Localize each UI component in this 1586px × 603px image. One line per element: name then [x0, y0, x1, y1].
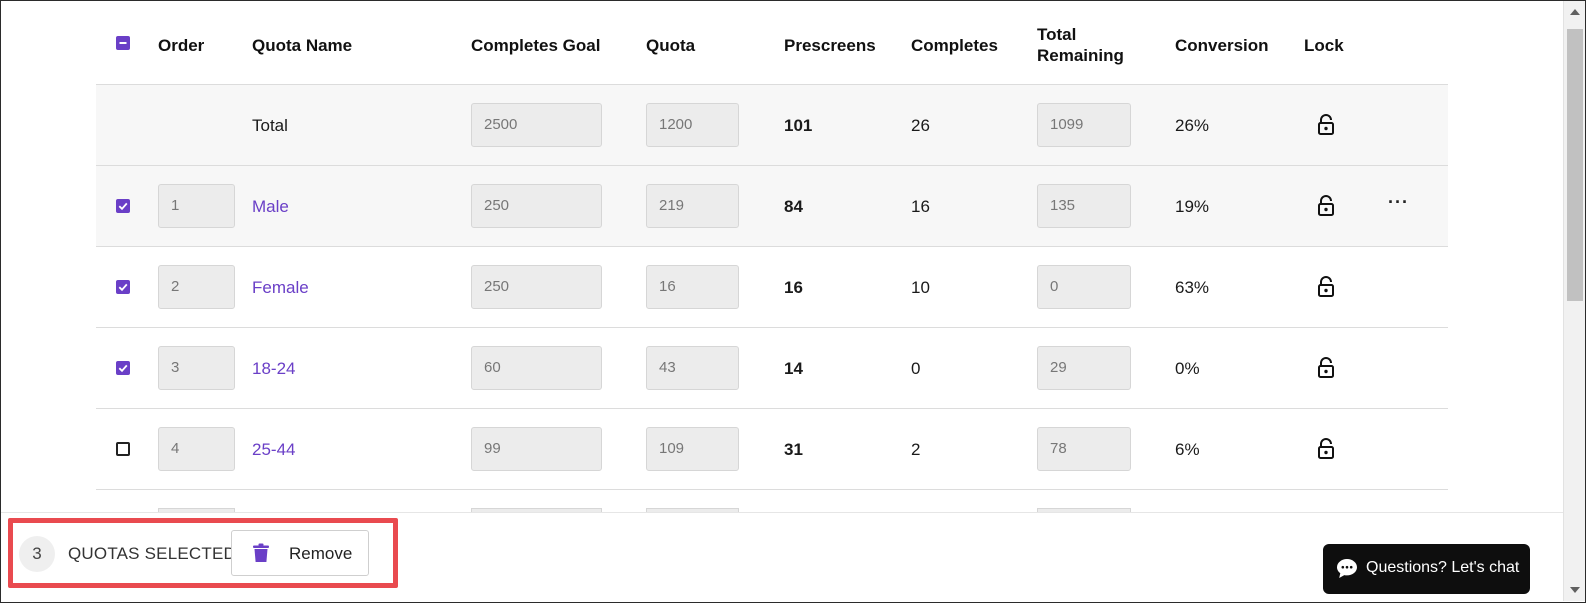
total-completes: 26	[911, 116, 930, 135]
table-row: 4 25-44 99 109 31 2 78 6%	[96, 409, 1448, 490]
conversion-value: 19%	[1175, 197, 1210, 216]
quota-table: Order Quota Name Completes Goal Quota Pr…	[96, 0, 1448, 490]
table-header: Order Quota Name Completes Goal Quota Pr…	[96, 0, 1448, 85]
header-completes[interactable]: Completes	[911, 36, 998, 55]
total-remaining-field[interactable]: 78	[1037, 427, 1131, 471]
row-menu-icon[interactable]: ···	[1388, 192, 1409, 212]
lock-icon[interactable]	[1316, 275, 1336, 299]
completes-goal-field[interactable]: 250	[471, 184, 602, 228]
lock-icon[interactable]	[1316, 356, 1336, 380]
vertical-scrollbar[interactable]	[1563, 1, 1585, 601]
order-field[interactable]: 3	[158, 346, 235, 390]
header-order[interactable]: Order	[158, 36, 205, 55]
scroll-up-icon[interactable]	[1570, 9, 1580, 15]
chat-bubble-icon	[1336, 558, 1358, 584]
quota-field[interactable]: 16	[646, 265, 739, 309]
conversion-value: 6%	[1175, 440, 1200, 459]
header-total-remaining[interactable]: Total Remaining	[1037, 24, 1124, 66]
header-completes-goal[interactable]: Completes Goal	[471, 36, 601, 55]
table-row-total: Total 2500 1200 101 26 1099 26%	[96, 85, 1448, 166]
quota-field[interactable]: 219	[646, 184, 739, 228]
header-total-remaining-line2: Remaining	[1037, 46, 1124, 65]
scroll-thumb[interactable]	[1567, 29, 1583, 301]
total-remaining-field[interactable]: 0	[1037, 265, 1131, 309]
row-checkbox[interactable]	[116, 280, 130, 294]
total-remaining-field[interactable]: 29	[1037, 346, 1131, 390]
table-row: 3 18-24 60 43 14 0 29 0%	[96, 328, 1448, 409]
table-row: 2 Female 250 16 16 10 0 63%	[96, 247, 1448, 328]
trash-icon	[252, 543, 270, 568]
partial-total-remaining-field	[1037, 508, 1131, 514]
header-conversion[interactable]: Conversion	[1175, 36, 1269, 55]
completes-goal-field[interactable]: 60	[471, 346, 602, 390]
total-remaining-field[interactable]: 1099	[1037, 103, 1131, 147]
completes-goal-field[interactable]: 99	[471, 427, 602, 471]
chat-button-label: Questions? Let's chat	[1366, 559, 1520, 576]
quota-name-link[interactable]: Male	[252, 197, 289, 216]
quota-name-link[interactable]: 18-24	[252, 359, 296, 378]
conversion-value: 0%	[1175, 359, 1200, 378]
header-prescreens[interactable]: Prescreens	[784, 36, 876, 55]
remove-button-label: Remove	[289, 544, 353, 563]
select-all-checkbox[interactable]	[116, 36, 130, 50]
completes-value: 0	[911, 359, 921, 378]
header-quota-name[interactable]: Quota Name	[252, 36, 353, 55]
prescreens-value: 14	[784, 359, 803, 378]
prescreens-value: 31	[784, 440, 803, 459]
conversion-value: 63%	[1175, 278, 1210, 297]
selection-bar: 3 QUOTAS SELECTED Remove	[8, 518, 398, 588]
partial-completes-goal-field	[471, 508, 602, 514]
completes-value: 2	[911, 440, 921, 459]
header-lock: Lock	[1304, 36, 1344, 55]
total-conversion: 26%	[1175, 116, 1210, 135]
quota-name-link[interactable]: Female	[252, 278, 309, 297]
lock-icon[interactable]	[1316, 194, 1336, 218]
order-field[interactable]: 2	[158, 265, 235, 309]
quota-field[interactable]: 43	[646, 346, 739, 390]
completes-goal-field[interactable]: 250	[471, 265, 602, 309]
total-prescreens: 101	[784, 116, 813, 135]
order-field[interactable]: 1	[158, 184, 235, 228]
completes-value: 16	[911, 197, 930, 216]
row-checkbox[interactable]	[116, 361, 130, 375]
scroll-down-icon[interactable]	[1570, 587, 1580, 593]
row-checkbox[interactable]	[116, 199, 130, 213]
selected-count-badge: 3	[19, 536, 55, 572]
header-total-remaining-line1: Total	[1037, 25, 1077, 44]
partial-quota-field	[646, 508, 739, 514]
partial-order-field	[158, 508, 235, 514]
total-remaining-field[interactable]: 135	[1037, 184, 1131, 228]
prescreens-value: 84	[784, 197, 803, 216]
quota-name-link[interactable]: 25-44	[252, 440, 296, 459]
completes-value: 10	[911, 278, 930, 297]
quota-field[interactable]: 109	[646, 427, 739, 471]
total-quota-field[interactable]: 1200	[646, 103, 739, 147]
lock-icon[interactable]	[1316, 113, 1336, 137]
total-completes-goal-field[interactable]: 2500	[471, 103, 602, 147]
prescreens-value: 16	[784, 278, 803, 297]
chat-button[interactable]: Questions? Let's chat	[1323, 544, 1530, 594]
table-row: 1 Male 250 219 84 16 135 19% ···	[96, 166, 1448, 247]
header-quota[interactable]: Quota	[646, 36, 696, 55]
total-label: Total	[252, 116, 288, 135]
order-field[interactable]: 4	[158, 427, 235, 471]
lock-icon[interactable]	[1316, 437, 1336, 461]
selected-label: QUOTAS SELECTED	[68, 544, 236, 563]
remove-button[interactable]: Remove	[231, 530, 369, 576]
row-checkbox[interactable]	[116, 442, 130, 456]
